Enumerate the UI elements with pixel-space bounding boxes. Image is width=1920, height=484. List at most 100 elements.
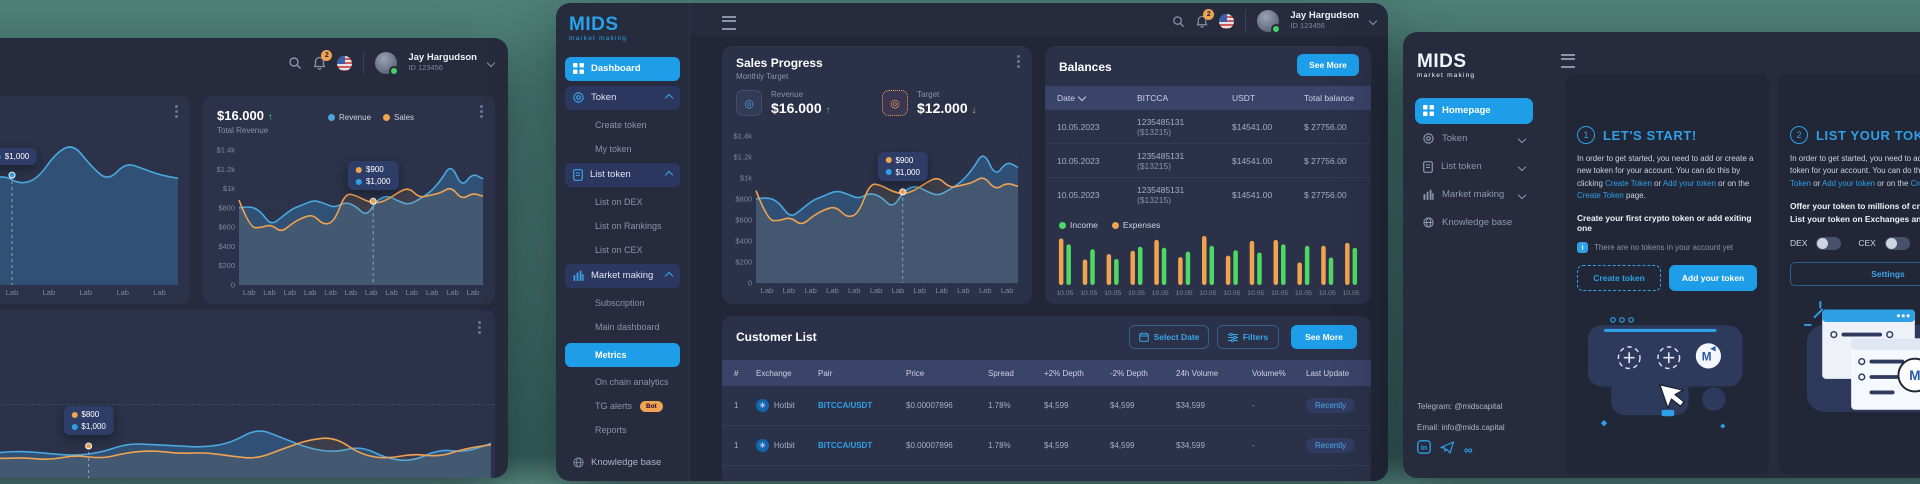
header-divider	[363, 52, 365, 74]
sidebar-item-label: Subscription	[595, 298, 645, 308]
revenue-sales-chart: $1.4k $1.2k $1k $800 $600 $400 $200 0 Lab Lab Lab L…	[211, 146, 487, 298]
user-info[interactable]: Jay Hargudson ID 123456	[408, 52, 477, 73]
meta-icon[interactable]: ∞	[1464, 442, 1473, 457]
create-token-page-link[interactable]: Create Token	[1577, 190, 1624, 200]
create-token-link[interactable]: Create Token	[1605, 178, 1652, 188]
user-name: Jay Hargudson	[1290, 10, 1359, 22]
sidebar-item-list-token[interactable]: List token	[1415, 154, 1533, 180]
select-date-button[interactable]: Select Date	[1129, 325, 1209, 349]
svg-text:$800: $800	[735, 195, 752, 204]
search-icon[interactable]	[1172, 15, 1185, 28]
customer-row[interactable]: 1 ✳ Hotbit BITCCA/USDT $0.00007896 1.78% …	[722, 426, 1371, 466]
balances-row[interactable]: 10.05.2023 1235485131 ($13215) $14541.00 …	[1045, 178, 1371, 212]
column-usdt: USDT	[1232, 93, 1256, 103]
sidebar-item-homepage[interactable]: Homepage	[1415, 97, 1533, 124]
main-content: Sales Progress Monthly Target ◎ Revenue …	[690, 36, 1388, 481]
balances-row[interactable]: 10.05.2023 1235485131 ($13215) $14541.00 …	[1045, 110, 1371, 144]
user-info[interactable]: Jay Hargudson ID 123456	[1290, 10, 1359, 31]
sidebar-item-market-making[interactable]: Market making	[565, 263, 680, 288]
balances-see-more-button[interactable]: See More	[1297, 54, 1359, 76]
cell-spread: 1.78%	[988, 401, 1011, 410]
hamburger-menu-icon[interactable]	[722, 16, 736, 30]
sidebar-item-list-token[interactable]: List token	[565, 162, 680, 187]
cell-bitcca: 1235485131 ($13215)	[1137, 116, 1185, 137]
chevron-down-icon[interactable]	[1368, 16, 1378, 26]
avatar[interactable]	[375, 52, 400, 76]
add-your-token-link[interactable]: Add your token	[1662, 178, 1716, 188]
add-your-token-link[interactable]: Add your token	[1822, 178, 1876, 188]
cell-usdt: $14541.00	[1232, 155, 1273, 166]
listing-toggles: DEX CEX Rankings	[1790, 236, 1920, 250]
svg-text:Lab: Lab	[804, 286, 817, 295]
sidebar-item-label: Token	[591, 92, 617, 103]
sidebar-item-on-chain-analytics[interactable]: On chain analytics	[565, 374, 680, 391]
balances-row[interactable]: 10.05.2023 1235485131 ($13215) $14541.00 …	[1045, 144, 1371, 178]
sidebar-item-list-on-cex[interactable]: List on CEX	[565, 242, 680, 259]
chevron-down-icon	[1517, 162, 1527, 171]
telegram-icon[interactable]	[1440, 440, 1455, 459]
filters-button[interactable]: Filters	[1217, 325, 1279, 349]
revenue-legend-dot	[328, 114, 335, 121]
notifications-icon[interactable]: 2	[1196, 8, 1215, 28]
card-menu-icon[interactable]	[175, 110, 178, 113]
sidebar-item-my-token[interactable]: My token	[565, 141, 680, 158]
hamburger-menu-icon[interactable]	[1561, 54, 1575, 68]
search-icon[interactable]	[288, 56, 302, 70]
svg-text:10.05: 10.05	[1128, 290, 1145, 296]
svg-text:$200: $200	[735, 258, 752, 267]
svg-text:10.05: 10.05	[1247, 290, 1264, 296]
sidebar-item-knowledge-base[interactable]: Knowledge base	[1415, 210, 1533, 236]
linkedin-icon[interactable]: in	[1417, 440, 1431, 459]
chart-tooltip: $1,000	[0, 148, 38, 166]
calendar-icon	[1138, 332, 1149, 342]
settings-button[interactable]: Settings	[1790, 261, 1920, 286]
column-spread: Spread	[988, 368, 1014, 378]
sidebar-item-main-dashboard[interactable]: Main dashboard	[565, 319, 680, 336]
sidebar-item-knowledge-base[interactable]: Knowledge base	[565, 451, 680, 475]
cex-label: CEX	[1858, 238, 1876, 249]
chevron-down-icon[interactable]	[486, 58, 496, 68]
notifications-icon[interactable]: 2	[313, 50, 333, 70]
customer-see-more-button[interactable]: See More	[1291, 325, 1357, 349]
create-token-link[interactable]: Create Token	[1790, 178, 1812, 188]
lets-start-actions: Create token Add your token	[1577, 265, 1757, 291]
svg-text:Lab: Lab	[761, 286, 774, 295]
cell-pair[interactable]: BITCCA/USDT	[818, 441, 873, 450]
svg-text:Lab: Lab	[1001, 286, 1014, 295]
sidebar-item-dashboard[interactable]: Dashboard	[565, 56, 680, 81]
customer-row[interactable]: 1 ✳ Hotbit BITCCA/USDT $0.00007896 1.78% …	[722, 386, 1371, 426]
cell-total: $ 27756.00	[1304, 121, 1347, 132]
chart-svg: $1.4k $1.2k $1k $800 $600 $400 $200 0 Lab Lab Lab L…	[734, 132, 1020, 295]
card-menu-icon[interactable]	[480, 110, 483, 113]
card-menu-icon[interactable]	[478, 326, 481, 329]
sidebar-item-market-making[interactable]: Market making	[1415, 182, 1533, 208]
create-token-button[interactable]: Create token	[1577, 265, 1662, 291]
svg-text:10.05: 10.05	[1080, 290, 1097, 296]
create-token-page-link[interactable]: Create Token	[1910, 178, 1920, 188]
sidebar-item-create-token[interactable]: Create token	[565, 117, 680, 134]
language-flag-icon[interactable]	[1219, 13, 1235, 29]
svg-text:Lab: Lab	[957, 286, 970, 295]
cell-pair[interactable]: BITCCA/USDT	[818, 401, 873, 410]
svg-text:Lab: Lab	[243, 288, 256, 297]
chart-svg: $1.4k $1.2k $1k $800 $600 $400 $200 0 Lab Lab Lab L…	[217, 146, 485, 297]
sidebar-item-list-on-rankings[interactable]: List on Rankings	[565, 218, 680, 235]
sidebar-item-tg-alerts[interactable]: TG alerts Bot	[565, 398, 680, 415]
avatar[interactable]	[1257, 10, 1282, 34]
add-your-token-button[interactable]: Add your token	[1669, 265, 1757, 291]
card-menu-icon[interactable]	[1017, 60, 1020, 63]
sidebar-item-metrics[interactable]: Metrics	[565, 342, 680, 367]
column-date[interactable]: Date	[1057, 92, 1137, 103]
total-revenue-card: $16.000 ↑ Total Revenue Revenue Sales $1…	[203, 96, 495, 304]
sidebar-item-token[interactable]: Token	[1415, 126, 1533, 152]
sidebar-item-token[interactable]: Token	[565, 85, 680, 110]
language-flag-icon[interactable]	[337, 55, 353, 71]
sidebar-item-list-on-dex[interactable]: List on DEX	[565, 194, 680, 211]
down-arrow: ↓	[971, 105, 977, 116]
cex-toggle[interactable]	[1884, 236, 1910, 250]
svg-text:$1.4k: $1.4k	[734, 132, 753, 141]
sidebar-item-subscription[interactable]: Subscription	[565, 295, 680, 312]
dex-toggle[interactable]	[1816, 236, 1842, 250]
sidebar-item-reports[interactable]: Reports	[565, 422, 680, 439]
